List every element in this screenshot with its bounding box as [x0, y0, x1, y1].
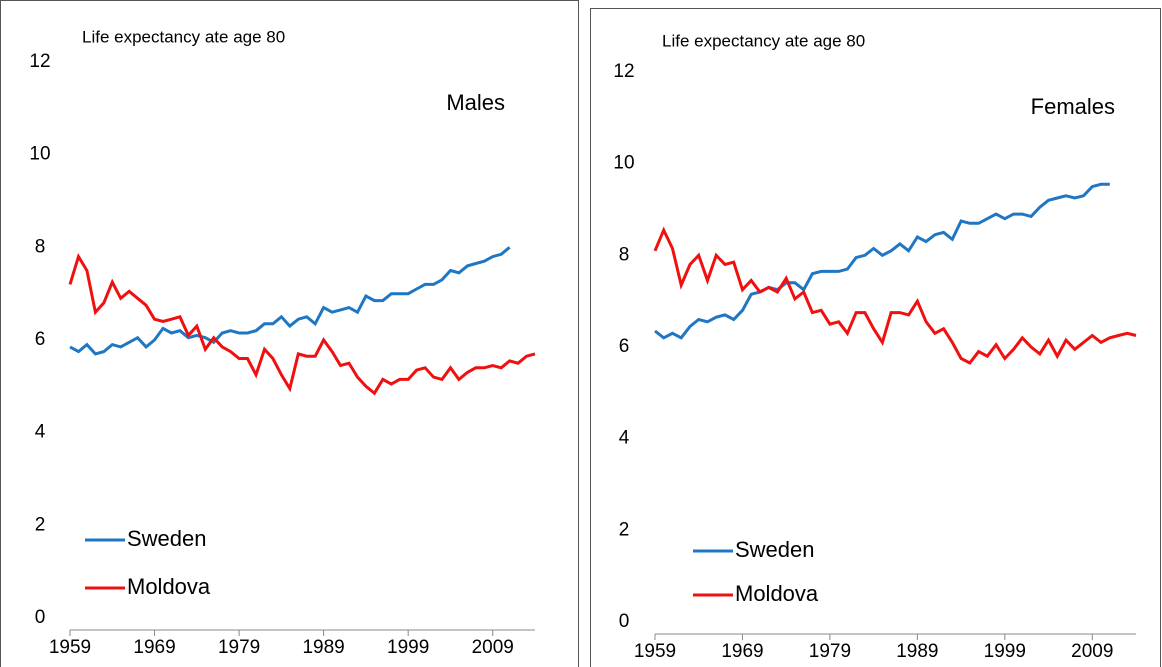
x-tick-label: 1969: [133, 637, 175, 658]
legend-label: Sweden: [127, 526, 207, 551]
x-tick-label: 1999: [984, 641, 1026, 662]
chart-title: Life expectancy ate age 80: [662, 31, 865, 50]
x-tick-label: 1989: [896, 641, 938, 662]
panel-frame: [590, 8, 1161, 667]
x-tick-label: 1959: [634, 641, 676, 662]
x-tick-label: 2009: [1071, 641, 1113, 662]
x-tick-label: 1959: [49, 637, 91, 658]
series-line: [68, 252, 536, 396]
x-tick-label: 2009: [472, 637, 514, 658]
y-tick-label: 10: [613, 153, 634, 174]
y-tick-label: 6: [35, 329, 46, 350]
y-tick-label: 6: [619, 336, 630, 357]
panel-frame: [0, 0, 579, 667]
y-tick-label: 4: [619, 428, 630, 449]
y-tick-label: 0: [619, 611, 630, 632]
x-tick-label: 1999: [387, 637, 429, 658]
y-tick-label: 8: [35, 236, 46, 257]
y-tick-label: 0: [35, 607, 46, 628]
y-tick-label: 12: [613, 61, 634, 82]
annotation: Males: [446, 90, 505, 115]
legend-label: Moldova: [127, 574, 211, 599]
annotation: Females: [1031, 94, 1115, 119]
y-tick-label: 2: [35, 514, 46, 535]
series-line: [69, 246, 511, 356]
legend-label: Sweden: [735, 537, 815, 562]
series-line: [654, 182, 1110, 340]
y-tick-label: 12: [29, 51, 50, 72]
y-tick-label: 2: [619, 519, 630, 540]
y-tick-label: 4: [35, 422, 46, 443]
x-tick-label: 1989: [302, 637, 344, 658]
y-tick-label: 8: [619, 244, 630, 265]
chart-title: Life expectancy ate age 80: [82, 27, 285, 46]
x-tick-label: 1979: [218, 637, 260, 658]
x-tick-label: 1979: [809, 641, 851, 662]
legend-label: Moldova: [735, 581, 819, 606]
x-tick-label: 1969: [721, 641, 763, 662]
series-line: [653, 226, 1137, 365]
y-tick-label: 10: [29, 144, 50, 165]
